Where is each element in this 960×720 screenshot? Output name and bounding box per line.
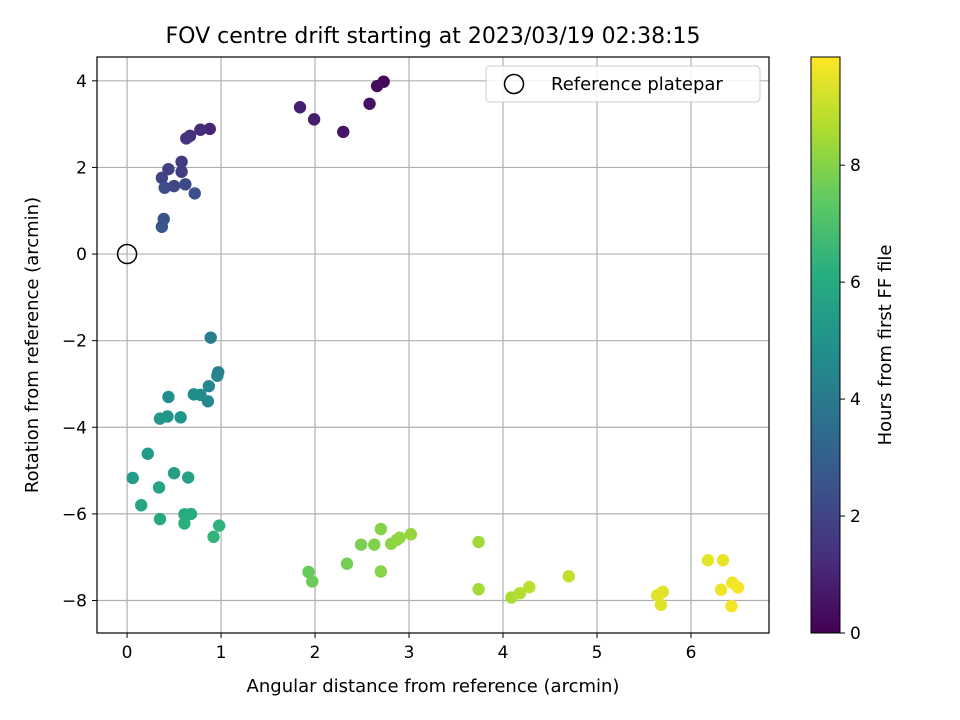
colorbar-label: Hours from first FF file <box>875 245 896 446</box>
data-point <box>180 132 193 145</box>
data-point <box>152 481 166 494</box>
colorbar-tick-label: 6 <box>850 273 861 293</box>
data-point <box>472 583 485 596</box>
data-point <box>155 171 169 185</box>
y-tick-label: −8 <box>62 592 87 612</box>
legend-entry-label: Reference platepar <box>551 74 723 95</box>
y-axis-ticks: 4 2 0 −2 −4 −6 −8 <box>62 72 97 612</box>
colorbar: 0 2 4 6 8 Hours from first FF file <box>810 56 896 644</box>
data-point <box>187 388 201 401</box>
colorbar-tick-label: 8 <box>850 156 861 176</box>
x-tick-label: 1 <box>216 643 227 663</box>
colorbar-tick-label: 4 <box>850 390 861 410</box>
data-point <box>363 97 376 110</box>
data-point <box>716 554 730 567</box>
legend-box <box>485 65 761 103</box>
data-point <box>651 588 665 602</box>
legend-reference-marker <box>503 73 525 95</box>
chart-title: FOV centre drift starting at 2023/03/19 … <box>166 24 701 49</box>
data-point <box>126 471 139 485</box>
x-tick-label: 4 <box>498 643 509 663</box>
data-point <box>207 530 220 544</box>
data-points <box>126 75 745 613</box>
y-tick-label: 0 <box>76 245 87 265</box>
data-point <box>202 379 216 393</box>
y-axis-label: Rotation from reference (arcmin) <box>22 197 43 493</box>
data-point <box>162 390 175 404</box>
data-point <box>167 179 181 193</box>
colorbar-gradient <box>810 56 841 634</box>
data-point <box>153 512 167 526</box>
data-point <box>340 557 354 570</box>
data-point <box>162 162 175 176</box>
x-tick-label: 5 <box>592 643 603 663</box>
data-point <box>181 471 195 484</box>
data-point <box>141 447 154 460</box>
data-point <box>354 538 368 551</box>
y-tick-label: −6 <box>62 505 87 525</box>
data-point <box>306 575 319 588</box>
data-point <box>194 123 207 136</box>
data-point <box>204 331 217 344</box>
data-point <box>374 522 388 536</box>
colorbar-tick-label: 0 <box>850 624 861 644</box>
data-point <box>174 411 187 424</box>
data-point <box>513 586 527 600</box>
data-point <box>404 528 418 541</box>
colorbar-ticks: 0 2 4 6 8 <box>840 156 861 644</box>
data-point <box>374 565 388 578</box>
reference-platepar-marker <box>116 243 138 265</box>
data-point <box>393 531 406 544</box>
data-point <box>178 517 191 530</box>
data-point <box>179 178 192 191</box>
data-point <box>175 155 188 169</box>
data-point <box>175 165 188 178</box>
data-point <box>153 412 167 425</box>
data-point <box>184 507 198 521</box>
reference-marker-layer <box>116 243 138 265</box>
data-point <box>523 580 536 594</box>
x-tick-label: 3 <box>404 643 415 663</box>
data-point <box>188 187 201 200</box>
y-tick-label: 2 <box>76 158 87 178</box>
x-tick-label: 0 <box>122 643 133 663</box>
data-point <box>302 565 315 579</box>
data-point <box>337 125 350 139</box>
data-point <box>134 499 148 512</box>
y-tick-label: −2 <box>62 332 87 352</box>
data-point <box>203 122 216 136</box>
y-tick-label: 4 <box>76 72 87 92</box>
data-point <box>158 181 171 194</box>
colorbar-tick-label: 2 <box>850 507 861 527</box>
data-point <box>701 554 715 567</box>
data-point <box>167 466 181 480</box>
data-point <box>725 599 738 613</box>
data-point <box>155 220 169 233</box>
x-axis-label: Angular distance from reference (arcmin) <box>247 676 620 697</box>
grid-lines <box>97 57 769 633</box>
x-axis-ticks: 0 1 2 3 4 5 6 <box>122 633 697 663</box>
data-point <box>211 369 224 382</box>
data-point <box>562 570 576 583</box>
data-point <box>370 79 384 93</box>
data-point <box>307 113 321 126</box>
plot-frame <box>96 56 770 634</box>
data-point <box>368 538 381 551</box>
data-point <box>472 535 485 549</box>
y-tick-label: −4 <box>62 418 87 438</box>
data-point <box>293 101 307 114</box>
x-tick-label: 2 <box>310 643 321 663</box>
x-tick-label: 6 <box>686 643 697 663</box>
legend: Reference platepar <box>485 65 761 103</box>
data-point <box>731 581 745 594</box>
data-point <box>714 583 728 596</box>
data-point <box>212 519 226 532</box>
data-point <box>654 598 668 612</box>
